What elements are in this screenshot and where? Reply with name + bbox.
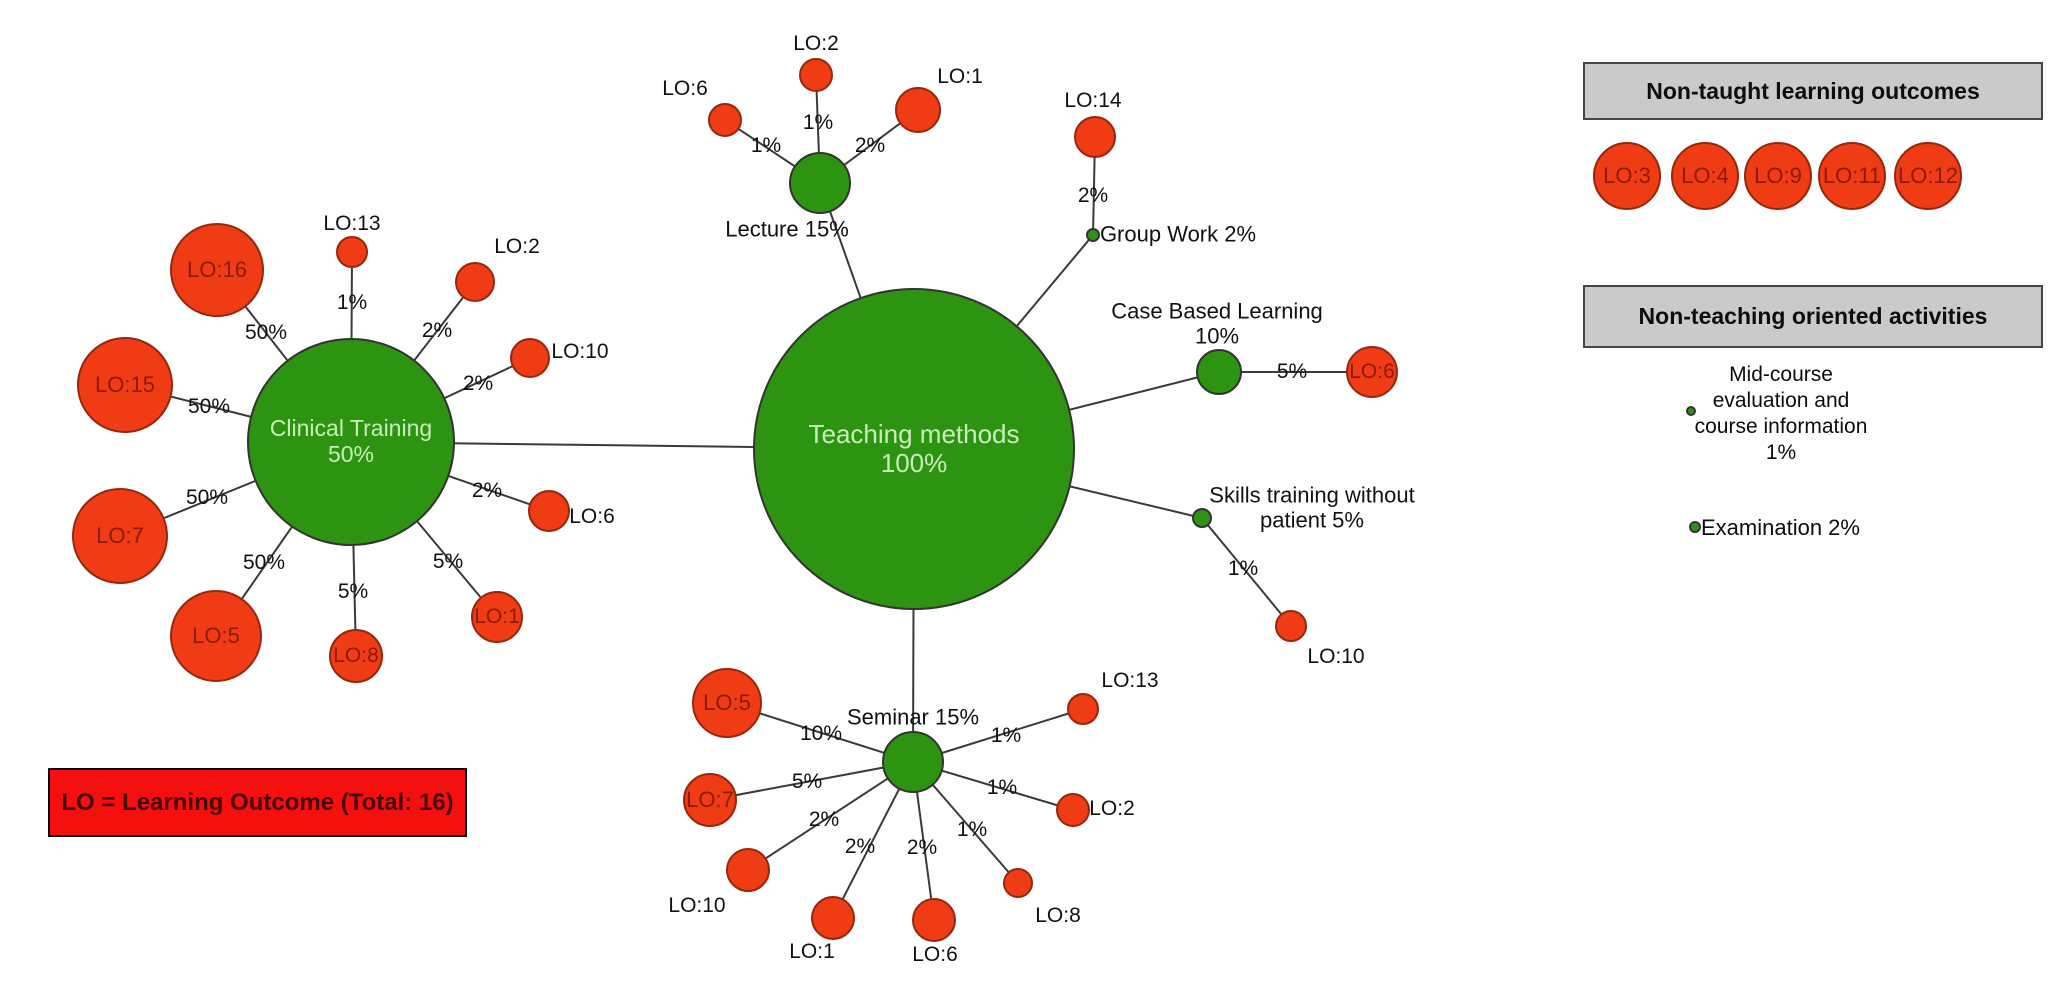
edge-skills-training-skills-lo10 bbox=[1201, 517, 1292, 627]
node-nontaught-lo3: LO:3 bbox=[1593, 142, 1661, 210]
edge-label-clinical-training-clinical-lo10: 2% bbox=[462, 371, 494, 395]
lo-definition-note: LO = Learning Outcome (Total: 16) bbox=[48, 768, 467, 837]
edge-seminar-seminar-lo10 bbox=[747, 761, 914, 871]
node-clinical-lo16: LO:16 bbox=[170, 223, 264, 317]
edge-label-seminar-seminar-lo13: 1% bbox=[990, 723, 1022, 747]
node-label-seminar: Seminar 15% bbox=[846, 704, 980, 730]
lo-definition-text: LO = Learning Outcome (Total: 16) bbox=[61, 788, 454, 816]
edge-label-seminar-seminar-lo2: 1% bbox=[986, 775, 1018, 799]
node-seminar-lo1 bbox=[811, 896, 855, 940]
node-label-case-based-learning: Case Based Learning 10% bbox=[1111, 298, 1323, 349]
non-taught-legend-header: Non-taught learning outcomes bbox=[1583, 62, 2043, 120]
edge-label-seminar-seminar-lo5: 10% bbox=[799, 721, 843, 745]
edge-label-seminar-seminar-lo1: 2% bbox=[844, 834, 876, 858]
edge-seminar-seminar-lo7 bbox=[709, 761, 914, 801]
node-nontaught-lo4: LO:4 bbox=[1671, 142, 1739, 210]
edge-label-lecture-lecture-lo6: 1% bbox=[750, 133, 782, 157]
node-case-based-learning bbox=[1196, 349, 1242, 395]
edge-label-clinical-training-clinical-lo15: 50% bbox=[187, 394, 231, 418]
node-seminar-lo7: LO:7 bbox=[683, 773, 737, 827]
node-lecture bbox=[789, 152, 851, 214]
node-label-lecture: Lecture 15% bbox=[725, 216, 849, 242]
node-label-groupwork-lo14: LO:14 bbox=[1064, 88, 1122, 112]
node-cbl-lo6: LO:6 bbox=[1346, 346, 1398, 398]
edge-label-clinical-training-clinical-lo13: 1% bbox=[336, 290, 368, 314]
edge-label-clinical-training-clinical-lo8: 5% bbox=[337, 579, 369, 603]
node-clinical-lo10 bbox=[510, 338, 550, 378]
node-label-clinical-lo13: LO:13 bbox=[323, 211, 381, 235]
edge-label-seminar-seminar-lo8: 1% bbox=[956, 817, 988, 841]
edge-label-skills-training-skills-lo10: 1% bbox=[1227, 556, 1259, 580]
node-seminar bbox=[882, 731, 944, 793]
non-taught-legend-title: Non-taught learning outcomes bbox=[1646, 77, 1980, 104]
node-label-seminar-lo8: LO:8 bbox=[1035, 903, 1081, 927]
node-skills-training bbox=[1192, 508, 1212, 528]
non-teaching-legend-header: Non-teaching oriented activities bbox=[1583, 285, 2043, 348]
node-label-skills-lo10: LO:10 bbox=[1307, 644, 1365, 668]
node-clinical-lo5: LO:5 bbox=[170, 590, 262, 682]
node-label-lecture-lo1: LO:1 bbox=[937, 64, 983, 88]
node-label-seminar-lo13: LO:13 bbox=[1101, 668, 1159, 692]
edge-label-clinical-training-clinical-lo7: 50% bbox=[185, 485, 229, 509]
node-seminar-lo6 bbox=[912, 898, 956, 942]
node-groupwork-lo14 bbox=[1074, 116, 1116, 158]
edge-label-case-based-learning-cbl-lo6: 5% bbox=[1276, 359, 1308, 383]
node-label-seminar-lo2: LO:2 bbox=[1089, 796, 1135, 820]
node-seminar-lo5: LO:5 bbox=[692, 668, 762, 738]
node-label-lecture-lo6: LO:6 bbox=[662, 76, 708, 100]
edge-label-seminar-seminar-lo7: 5% bbox=[791, 769, 823, 793]
edge-label-seminar-seminar-lo10: 2% bbox=[808, 807, 840, 831]
node-seminar-lo10 bbox=[726, 848, 770, 892]
node-lecture-lo1 bbox=[895, 87, 941, 133]
node-lecture-lo6 bbox=[708, 103, 742, 137]
node-clinical-lo15: LO:15 bbox=[77, 337, 173, 433]
node-clinical-lo1: LO:1 bbox=[471, 591, 523, 643]
edge-label-group-work-groupwork-lo14: 2% bbox=[1077, 183, 1109, 207]
non-teaching-legend-title: Non-teaching oriented activities bbox=[1638, 303, 1988, 329]
node-clinical-lo6 bbox=[528, 490, 570, 532]
node-clinical-training: Clinical Training 50% bbox=[247, 338, 455, 546]
edge-label-seminar-seminar-lo6: 2% bbox=[906, 835, 938, 859]
node-label-seminar-lo6: LO:6 bbox=[912, 942, 958, 966]
node-clinical-lo8: LO:8 bbox=[329, 629, 383, 683]
midcourse-activity-label: Mid-course evaluation and course informa… bbox=[1694, 363, 1868, 464]
node-seminar-lo8 bbox=[1003, 868, 1033, 898]
edge-label-lecture-lecture-lo2: 1% bbox=[802, 110, 834, 134]
node-label-clinical-lo6: LO:6 bbox=[569, 504, 615, 528]
node-label-clinical-lo2: LO:2 bbox=[494, 234, 540, 258]
node-clinical-lo2 bbox=[455, 262, 495, 302]
edge-label-clinical-training-clinical-lo16: 50% bbox=[244, 320, 288, 344]
node-skills-lo10 bbox=[1275, 610, 1307, 642]
node-midcourse-dot bbox=[1686, 406, 1696, 416]
examination-activity-label: Examination 2% bbox=[1701, 515, 1860, 540]
node-teaching-methods: Teaching methods 100% bbox=[753, 288, 1075, 610]
node-seminar-lo2 bbox=[1056, 793, 1090, 827]
edge-label-clinical-training-clinical-lo2: 2% bbox=[421, 318, 453, 342]
edge-label-clinical-training-clinical-lo6: 2% bbox=[471, 478, 503, 502]
node-label-seminar-lo10: LO:10 bbox=[668, 893, 726, 917]
node-nontaught-lo9: LO:9 bbox=[1744, 142, 1812, 210]
node-lecture-lo2 bbox=[799, 58, 833, 92]
node-label-skills-training: Skills training without patient 5% bbox=[1209, 482, 1415, 533]
node-seminar-lo13 bbox=[1067, 693, 1099, 725]
node-label-group-work: Group Work 2% bbox=[1099, 221, 1257, 247]
node-nontaught-lo11: LO:11 bbox=[1818, 142, 1886, 210]
node-label-clinical-lo10: LO:10 bbox=[551, 339, 609, 363]
node-nontaught-lo12: LO:12 bbox=[1894, 142, 1962, 210]
node-clinical-lo7: LO:7 bbox=[72, 488, 168, 584]
node-label-seminar-lo1: LO:1 bbox=[789, 939, 835, 963]
edge-label-clinical-training-clinical-lo1: 5% bbox=[432, 549, 464, 573]
edge-label-lecture-lecture-lo1: 2% bbox=[854, 133, 886, 157]
edge-label-clinical-training-clinical-lo5: 50% bbox=[242, 550, 286, 574]
node-label-lecture-lo2: LO:2 bbox=[793, 31, 839, 55]
node-clinical-lo13 bbox=[336, 236, 368, 268]
node-group-work bbox=[1086, 228, 1100, 242]
node-examination-dot bbox=[1689, 521, 1701, 533]
